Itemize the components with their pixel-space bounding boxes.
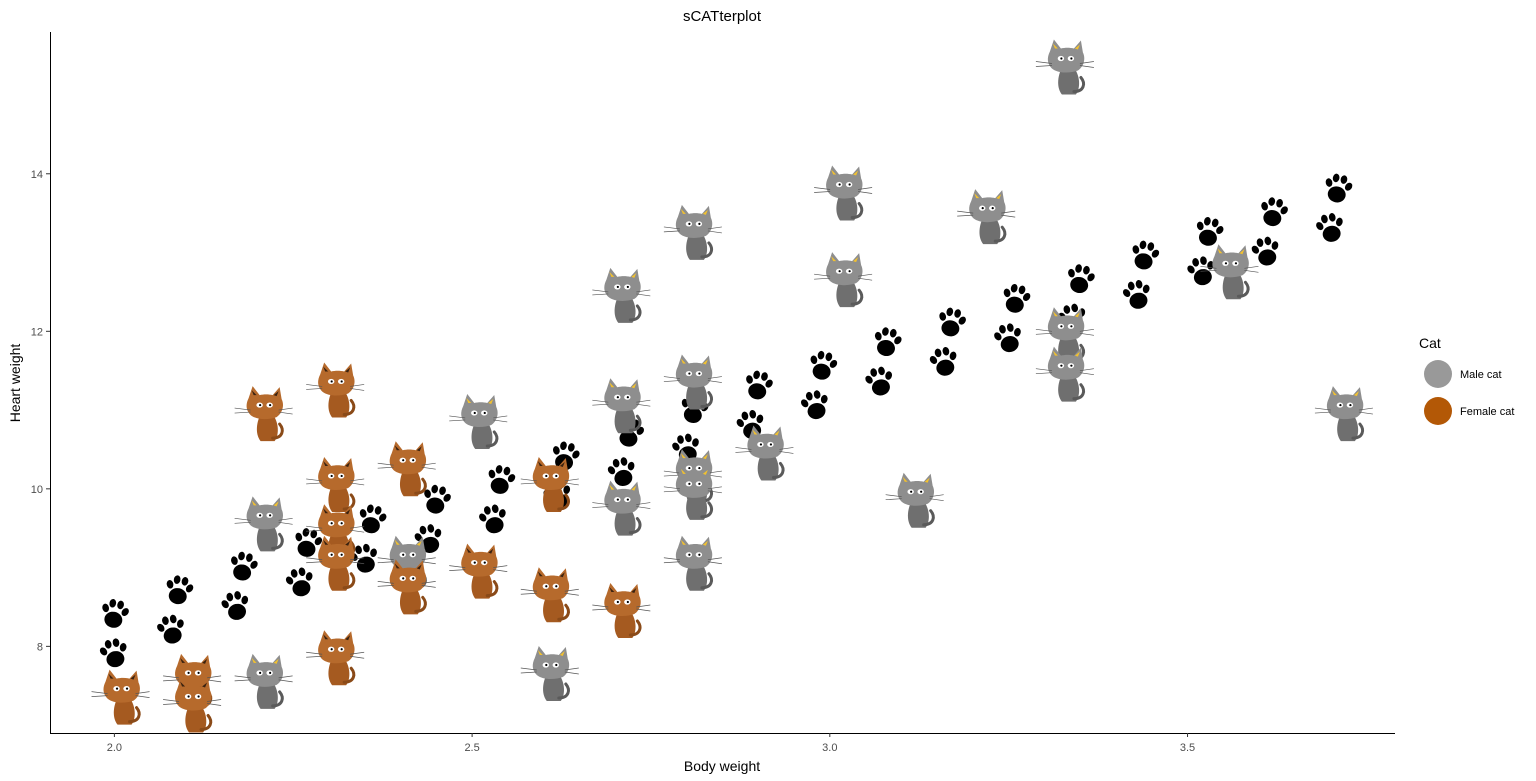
orange-cat-icon xyxy=(306,535,365,591)
orange-cat-icon xyxy=(520,567,579,623)
paw-print-icon xyxy=(483,462,519,497)
grey-cat-icon xyxy=(1314,386,1373,442)
grey-cat-icon xyxy=(592,378,651,434)
paw-print-icon xyxy=(1320,171,1356,206)
grey-cat-icon xyxy=(885,472,944,528)
paw-print-icon xyxy=(1312,210,1348,245)
grey-cat-icon xyxy=(234,496,293,552)
paw-print-icon xyxy=(225,549,261,584)
legend-label-male: Male cat xyxy=(1460,369,1502,381)
paw-print-icon xyxy=(926,344,962,379)
orange-cat-icon xyxy=(163,677,222,733)
orange-cat-icon xyxy=(377,559,436,615)
grey-cat-icon xyxy=(957,189,1016,245)
x-axis-ticks: 2.0 2.5 3.0 3.5 xyxy=(107,733,1195,754)
paw-print-icon xyxy=(991,321,1026,355)
paw-print-icon xyxy=(1248,234,1284,269)
paw-print-icon xyxy=(998,281,1034,316)
y-tick-label: 10 xyxy=(31,484,43,496)
orange-cat-icon xyxy=(234,386,293,442)
legend: Cat Male cat Female cat xyxy=(1419,335,1514,425)
paw-print-icon xyxy=(161,573,197,608)
y-axis-ticks: 8 10 12 14 xyxy=(31,169,50,653)
orange-cat-icon xyxy=(306,456,365,512)
paw-print-icon xyxy=(354,502,390,537)
grey-cat-icon xyxy=(663,204,722,260)
grey-cat-icon xyxy=(1035,39,1094,95)
cat-points xyxy=(91,39,1373,733)
orange-cat-icon xyxy=(377,441,436,497)
orange-cat-icon xyxy=(520,456,579,512)
paw-print-icon xyxy=(805,348,841,383)
paw-print-icon xyxy=(475,502,511,537)
x-tick-label: 3.0 xyxy=(822,742,837,754)
paw-print-icon xyxy=(797,388,833,422)
paw-print-icon xyxy=(218,588,254,623)
legend-key-female xyxy=(1424,397,1452,425)
grey-cat-icon xyxy=(449,393,508,449)
grey-cat-icon xyxy=(592,267,651,323)
grey-cat-icon xyxy=(592,480,651,536)
paw-trail xyxy=(96,171,1356,671)
grey-cat-icon xyxy=(1035,346,1094,402)
grey-cat-icon xyxy=(735,425,794,481)
x-tick-label: 3.5 xyxy=(1180,742,1195,754)
orange-cat-icon xyxy=(592,582,651,638)
paw-print-icon xyxy=(97,596,133,631)
x-axis-label: Body weight xyxy=(684,758,760,774)
grey-cat-icon xyxy=(814,252,873,308)
paw-print-icon xyxy=(1256,195,1292,229)
y-axis-label: Heart weight xyxy=(7,344,23,423)
orange-cat-icon xyxy=(306,630,365,686)
y-tick-label: 14 xyxy=(31,169,43,181)
grey-cat-icon xyxy=(814,165,873,221)
orange-cat-icon xyxy=(91,669,150,725)
legend-label-female: Female cat xyxy=(1460,406,1514,418)
grey-cat-icon xyxy=(1200,244,1259,300)
grey-cat-icon xyxy=(234,653,293,709)
legend-key-male xyxy=(1424,360,1452,388)
orange-cat-icon xyxy=(449,543,508,599)
paw-print-icon xyxy=(862,364,898,399)
paw-print-icon xyxy=(934,305,970,340)
chart-title: sCATterplot xyxy=(683,8,762,25)
x-tick-label: 2.0 xyxy=(107,742,122,754)
grey-cat-icon xyxy=(663,464,722,520)
paw-print-icon xyxy=(1119,277,1155,312)
paw-print-icon xyxy=(1063,262,1098,296)
paw-print-icon xyxy=(1127,238,1163,273)
paw-print-icon xyxy=(96,636,132,671)
legend-title: Cat xyxy=(1419,335,1441,351)
paw-print-icon xyxy=(741,368,776,403)
grey-cat-icon xyxy=(520,645,579,701)
paw-print-icon xyxy=(282,565,318,600)
orange-cat-icon xyxy=(306,362,365,418)
grey-cat-icon xyxy=(663,535,722,591)
paw-print-icon xyxy=(1191,214,1227,249)
y-tick-label: 12 xyxy=(31,326,43,338)
y-tick-label: 8 xyxy=(37,641,43,653)
grey-cat-icon xyxy=(663,354,722,410)
paw-print-icon xyxy=(153,612,189,647)
paw-print-icon xyxy=(869,325,905,359)
x-tick-label: 2.5 xyxy=(464,742,479,754)
